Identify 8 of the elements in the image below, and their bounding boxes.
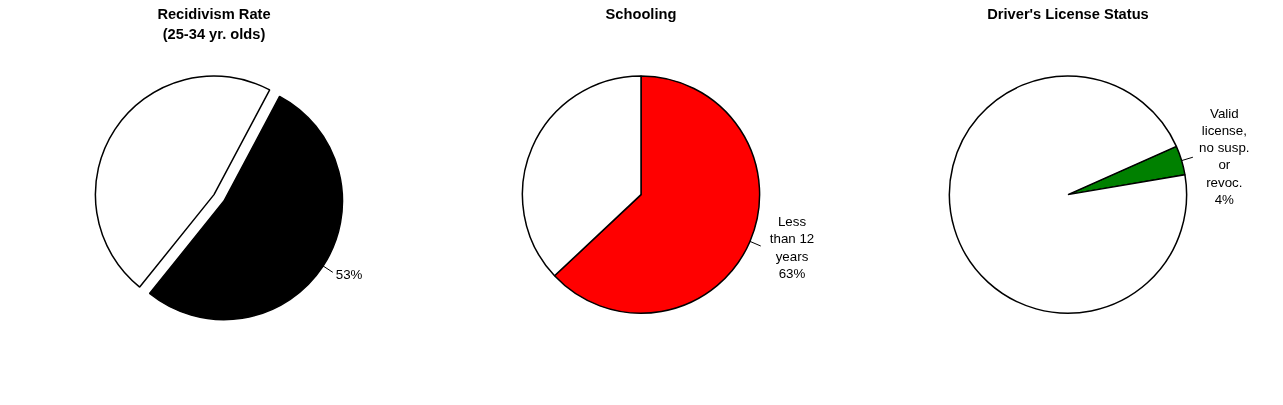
chart-title: Recidivism Rate (25-34 yr. olds) (157, 6, 271, 42)
slice-label: Less than 12 years (769, 214, 815, 264)
data-label: 63% (778, 265, 806, 281)
data-label: 53% (335, 266, 363, 282)
chart-title: Driver's License Status (987, 6, 1149, 23)
slice-label: Valid license, no susp. or revoc. (1199, 105, 1250, 190)
data-label: 4% (1214, 191, 1235, 207)
chart-title: Schooling (605, 6, 677, 23)
